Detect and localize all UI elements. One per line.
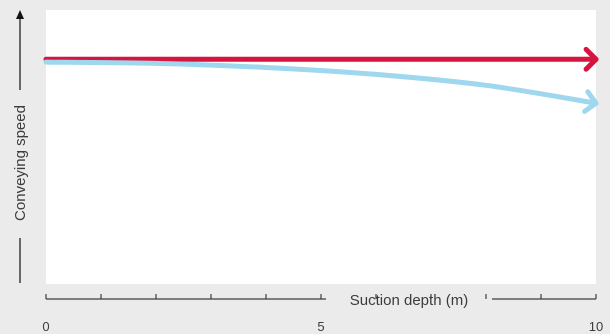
y-axis-arrow-icon: [16, 10, 24, 19]
y-axis-label: Conveying speed: [12, 105, 29, 221]
series-lines: [43, 46, 599, 114]
series-arrowhead-1: [582, 89, 599, 114]
x-ticks: [45, 294, 597, 299]
x-axis-label: Suction depth (m): [350, 292, 468, 309]
series-arrowhead-0: [583, 46, 599, 72]
plot-area: [46, 10, 596, 284]
series-line-1: [43, 59, 599, 106]
x-tick-label-1: 5: [317, 319, 324, 334]
x-tick-label-2: 10: [589, 319, 603, 334]
x-tick-labels: 0 5 10: [42, 319, 603, 334]
x-tick-label-0: 0: [42, 319, 49, 334]
